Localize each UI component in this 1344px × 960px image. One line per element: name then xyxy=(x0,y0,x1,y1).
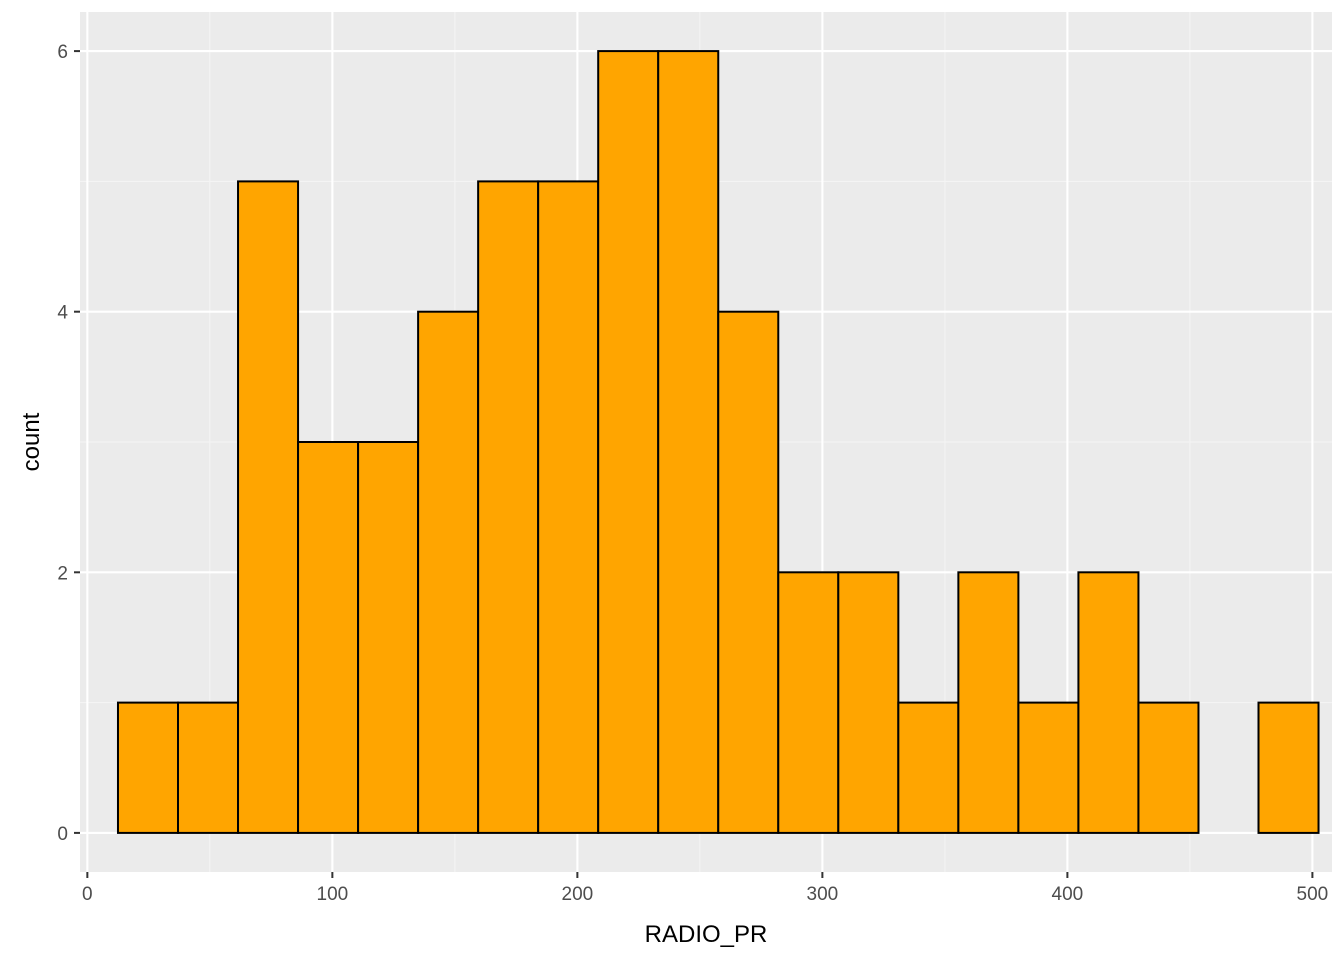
histogram-bar xyxy=(1017,701,1080,834)
histogram-bar xyxy=(477,180,540,834)
histogram-bar xyxy=(177,701,240,834)
histogram-bar xyxy=(717,310,780,834)
y-axis-title: count xyxy=(18,412,45,471)
y-tick-label: 0 xyxy=(57,824,68,845)
x-axis-title: RADIO_PR xyxy=(645,921,768,948)
x-tick-label: 100 xyxy=(317,884,349,905)
x-tick-label: 0 xyxy=(82,884,93,905)
x-tick-label: 500 xyxy=(1297,884,1329,905)
x-tick-label: 300 xyxy=(807,884,839,905)
y-tick-label: 4 xyxy=(57,303,68,324)
histogram-bar xyxy=(1137,701,1200,834)
histogram-bar xyxy=(777,571,840,834)
axes: 0 100 200 300 400 500 0 2 4 6 xyxy=(57,42,1328,905)
histogram-bar xyxy=(297,441,360,834)
histogram-bar xyxy=(417,310,480,834)
histogram-bar xyxy=(837,571,900,834)
histogram-bar xyxy=(657,50,720,834)
x-tick-label: 200 xyxy=(562,884,594,905)
histogram-bar xyxy=(957,571,1020,834)
histogram-bar xyxy=(237,180,300,834)
bars xyxy=(116,50,1320,834)
y-tick-label: 2 xyxy=(57,563,68,584)
histogram-bar xyxy=(1257,701,1320,834)
histogram-bar xyxy=(1077,571,1140,834)
histogram-bar xyxy=(897,701,960,834)
histogram-bar xyxy=(597,50,660,834)
histogram-bar xyxy=(357,441,420,834)
histogram-bar xyxy=(116,701,180,834)
histogram-bar xyxy=(537,180,600,834)
x-tick-label: 400 xyxy=(1052,884,1084,905)
y-tick-label: 6 xyxy=(57,42,68,63)
